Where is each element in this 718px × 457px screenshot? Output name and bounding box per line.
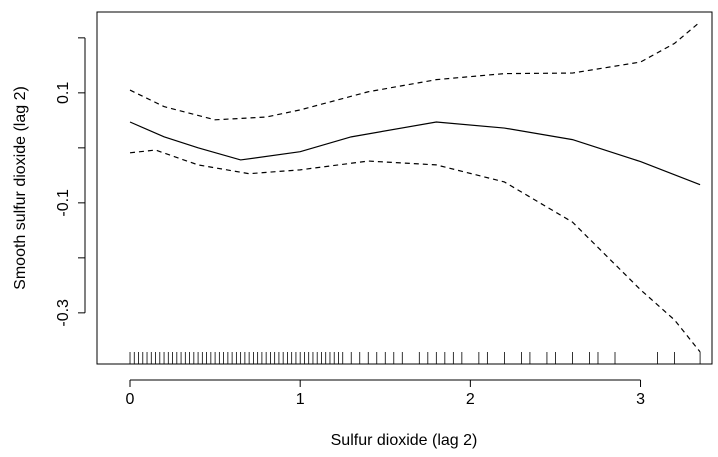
- y-tick-label: -0.1: [55, 189, 72, 217]
- plot-box: [96, 11, 713, 365]
- confidence-band: [129, 149, 701, 353]
- y-axis-label: Smooth sulfur dioxide (lag 2): [12, 86, 29, 290]
- smooth-fit: [129, 121, 701, 186]
- y-tick-label: 0.1: [55, 82, 72, 104]
- y-tick-label: -0.3: [55, 299, 72, 327]
- confidence-band: [129, 21, 701, 121]
- x-tick-label: 0: [126, 391, 135, 408]
- x-tick-label: 3: [636, 391, 645, 408]
- x-axis-label: Sulfur dioxide (lag 2): [331, 432, 478, 449]
- x-tick-label: 2: [466, 391, 475, 408]
- x-tick-label: 1: [296, 391, 305, 408]
